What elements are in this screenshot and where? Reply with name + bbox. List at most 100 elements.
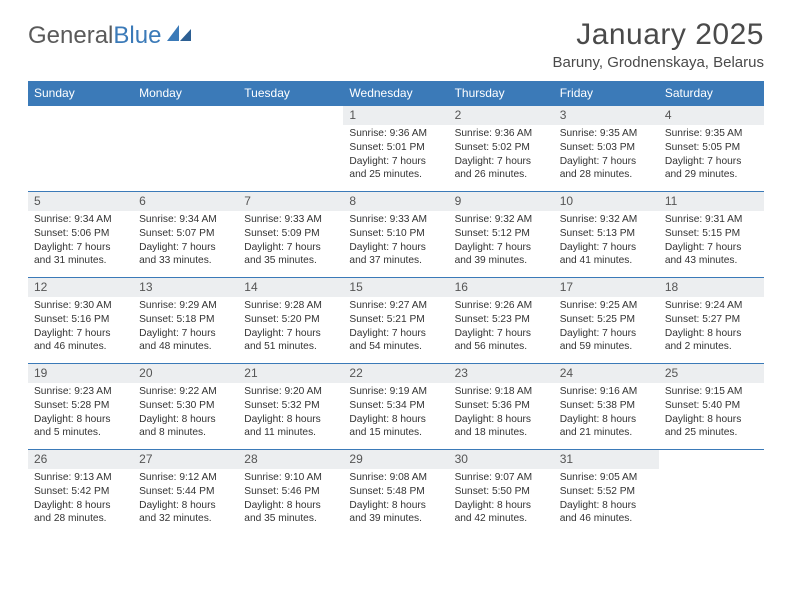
sunset-line: Sunset: 5:06 PM: [34, 227, 127, 241]
day-details: Sunrise: 9:32 AMSunset: 5:12 PMDaylight:…: [449, 211, 554, 272]
day-details: Sunrise: 9:24 AMSunset: 5:27 PMDaylight:…: [659, 297, 764, 358]
sunset-line: Sunset: 5:10 PM: [349, 227, 442, 241]
calendar-day-cell: 2Sunrise: 9:36 AMSunset: 5:02 PMDaylight…: [449, 106, 554, 192]
day-number: 6: [133, 192, 238, 211]
daylight-line: Daylight: 8 hours and 18 minutes.: [455, 413, 548, 441]
daylight-line: Daylight: 8 hours and 28 minutes.: [34, 499, 127, 527]
weekday-header: Tuesday: [238, 81, 343, 106]
sunrise-line: Sunrise: 9:07 AM: [455, 471, 548, 485]
calendar-day-cell: 29Sunrise: 9:08 AMSunset: 5:48 PMDayligh…: [343, 450, 448, 536]
brand-text-general: General: [28, 22, 113, 50]
daylight-line: Daylight: 7 hours and 43 minutes.: [665, 241, 758, 269]
day-number: 14: [238, 278, 343, 297]
calendar-day-cell: 12Sunrise: 9:30 AMSunset: 5:16 PMDayligh…: [28, 278, 133, 364]
calendar-day-cell: 9Sunrise: 9:32 AMSunset: 5:12 PMDaylight…: [449, 192, 554, 278]
sunrise-line: Sunrise: 9:20 AM: [244, 385, 337, 399]
sunrise-line: Sunrise: 9:23 AM: [34, 385, 127, 399]
calendar-week-row: 5Sunrise: 9:34 AMSunset: 5:06 PMDaylight…: [28, 192, 764, 278]
day-details: Sunrise: 9:16 AMSunset: 5:38 PMDaylight:…: [554, 383, 659, 444]
location-text: Baruny, Grodnenskaya, Belarus: [552, 54, 764, 71]
day-details: Sunrise: 9:12 AMSunset: 5:44 PMDaylight:…: [133, 469, 238, 530]
sunrise-line: Sunrise: 9:08 AM: [349, 471, 442, 485]
day-details: Sunrise: 9:30 AMSunset: 5:16 PMDaylight:…: [28, 297, 133, 358]
calendar-day-cell: [659, 450, 764, 536]
sunset-line: Sunset: 5:01 PM: [349, 141, 442, 155]
calendar-week-row: 12Sunrise: 9:30 AMSunset: 5:16 PMDayligh…: [28, 278, 764, 364]
brand-text-blue: Blue: [113, 22, 161, 50]
weekday-header: Sunday: [28, 81, 133, 106]
day-number: 30: [449, 450, 554, 469]
brand-logo: GeneralBlue: [28, 22, 193, 50]
day-details: Sunrise: 9:05 AMSunset: 5:52 PMDaylight:…: [554, 469, 659, 530]
sunset-line: Sunset: 5:05 PM: [665, 141, 758, 155]
sunset-line: Sunset: 5:03 PM: [560, 141, 653, 155]
sunrise-line: Sunrise: 9:10 AM: [244, 471, 337, 485]
sunset-line: Sunset: 5:42 PM: [34, 485, 127, 499]
calendar-day-cell: [28, 106, 133, 192]
sunrise-line: Sunrise: 9:22 AM: [139, 385, 232, 399]
calendar-day-cell: 3Sunrise: 9:35 AMSunset: 5:03 PMDaylight…: [554, 106, 659, 192]
day-details: Sunrise: 9:33 AMSunset: 5:10 PMDaylight:…: [343, 211, 448, 272]
calendar-day-cell: 17Sunrise: 9:25 AMSunset: 5:25 PMDayligh…: [554, 278, 659, 364]
sunrise-line: Sunrise: 9:30 AM: [34, 299, 127, 313]
sunset-line: Sunset: 5:46 PM: [244, 485, 337, 499]
day-details: Sunrise: 9:18 AMSunset: 5:36 PMDaylight:…: [449, 383, 554, 444]
calendar-day-cell: 4Sunrise: 9:35 AMSunset: 5:05 PMDaylight…: [659, 106, 764, 192]
sunset-line: Sunset: 5:02 PM: [455, 141, 548, 155]
calendar-day-cell: 14Sunrise: 9:28 AMSunset: 5:20 PMDayligh…: [238, 278, 343, 364]
sunset-line: Sunset: 5:48 PM: [349, 485, 442, 499]
calendar-day-cell: 6Sunrise: 9:34 AMSunset: 5:07 PMDaylight…: [133, 192, 238, 278]
day-number: 28: [238, 450, 343, 469]
daylight-line: Daylight: 8 hours and 32 minutes.: [139, 499, 232, 527]
sunset-line: Sunset: 5:40 PM: [665, 399, 758, 413]
day-number: 19: [28, 364, 133, 383]
calendar-week-row: 26Sunrise: 9:13 AMSunset: 5:42 PMDayligh…: [28, 450, 764, 536]
sunset-line: Sunset: 5:50 PM: [455, 485, 548, 499]
calendar-day-cell: 1Sunrise: 9:36 AMSunset: 5:01 PMDaylight…: [343, 106, 448, 192]
calendar-day-cell: 22Sunrise: 9:19 AMSunset: 5:34 PMDayligh…: [343, 364, 448, 450]
calendar-day-cell: 21Sunrise: 9:20 AMSunset: 5:32 PMDayligh…: [238, 364, 343, 450]
sunset-line: Sunset: 5:23 PM: [455, 313, 548, 327]
daylight-line: Daylight: 8 hours and 42 minutes.: [455, 499, 548, 527]
calendar-day-cell: 18Sunrise: 9:24 AMSunset: 5:27 PMDayligh…: [659, 278, 764, 364]
sunrise-line: Sunrise: 9:28 AM: [244, 299, 337, 313]
day-number: 23: [449, 364, 554, 383]
calendar-page: GeneralBlue January 2025 Baruny, Grodnen…: [0, 0, 792, 536]
calendar-day-cell: 24Sunrise: 9:16 AMSunset: 5:38 PMDayligh…: [554, 364, 659, 450]
day-number: 21: [238, 364, 343, 383]
daylight-line: Daylight: 7 hours and 28 minutes.: [560, 155, 653, 183]
day-details: Sunrise: 9:33 AMSunset: 5:09 PMDaylight:…: [238, 211, 343, 272]
sunrise-line: Sunrise: 9:25 AM: [560, 299, 653, 313]
daylight-line: Daylight: 7 hours and 46 minutes.: [34, 327, 127, 355]
daylight-line: Daylight: 7 hours and 56 minutes.: [455, 327, 548, 355]
month-title: January 2025: [552, 18, 764, 52]
calendar-day-cell: 27Sunrise: 9:12 AMSunset: 5:44 PMDayligh…: [133, 450, 238, 536]
sunset-line: Sunset: 5:32 PM: [244, 399, 337, 413]
calendar-week-row: 19Sunrise: 9:23 AMSunset: 5:28 PMDayligh…: [28, 364, 764, 450]
day-number: 11: [659, 192, 764, 211]
sunset-line: Sunset: 5:44 PM: [139, 485, 232, 499]
sunrise-line: Sunrise: 9:26 AM: [455, 299, 548, 313]
daylight-line: Daylight: 7 hours and 37 minutes.: [349, 241, 442, 269]
sunrise-line: Sunrise: 9:34 AM: [34, 213, 127, 227]
calendar-day-cell: 7Sunrise: 9:33 AMSunset: 5:09 PMDaylight…: [238, 192, 343, 278]
calendar-day-cell: 16Sunrise: 9:26 AMSunset: 5:23 PMDayligh…: [449, 278, 554, 364]
day-details: Sunrise: 9:23 AMSunset: 5:28 PMDaylight:…: [28, 383, 133, 444]
daylight-line: Daylight: 7 hours and 59 minutes.: [560, 327, 653, 355]
day-number: 13: [133, 278, 238, 297]
sunset-line: Sunset: 5:34 PM: [349, 399, 442, 413]
sunrise-line: Sunrise: 9:18 AM: [455, 385, 548, 399]
day-number: 10: [554, 192, 659, 211]
sunrise-line: Sunrise: 9:24 AM: [665, 299, 758, 313]
daylight-line: Daylight: 7 hours and 25 minutes.: [349, 155, 442, 183]
day-number: 29: [343, 450, 448, 469]
calendar-day-cell: 26Sunrise: 9:13 AMSunset: 5:42 PMDayligh…: [28, 450, 133, 536]
sunset-line: Sunset: 5:21 PM: [349, 313, 442, 327]
sunset-line: Sunset: 5:52 PM: [560, 485, 653, 499]
day-number: 4: [659, 106, 764, 125]
sunrise-line: Sunrise: 9:33 AM: [244, 213, 337, 227]
day-details: Sunrise: 9:25 AMSunset: 5:25 PMDaylight:…: [554, 297, 659, 358]
sunset-line: Sunset: 5:13 PM: [560, 227, 653, 241]
day-number: 26: [28, 450, 133, 469]
day-details: Sunrise: 9:36 AMSunset: 5:02 PMDaylight:…: [449, 125, 554, 186]
